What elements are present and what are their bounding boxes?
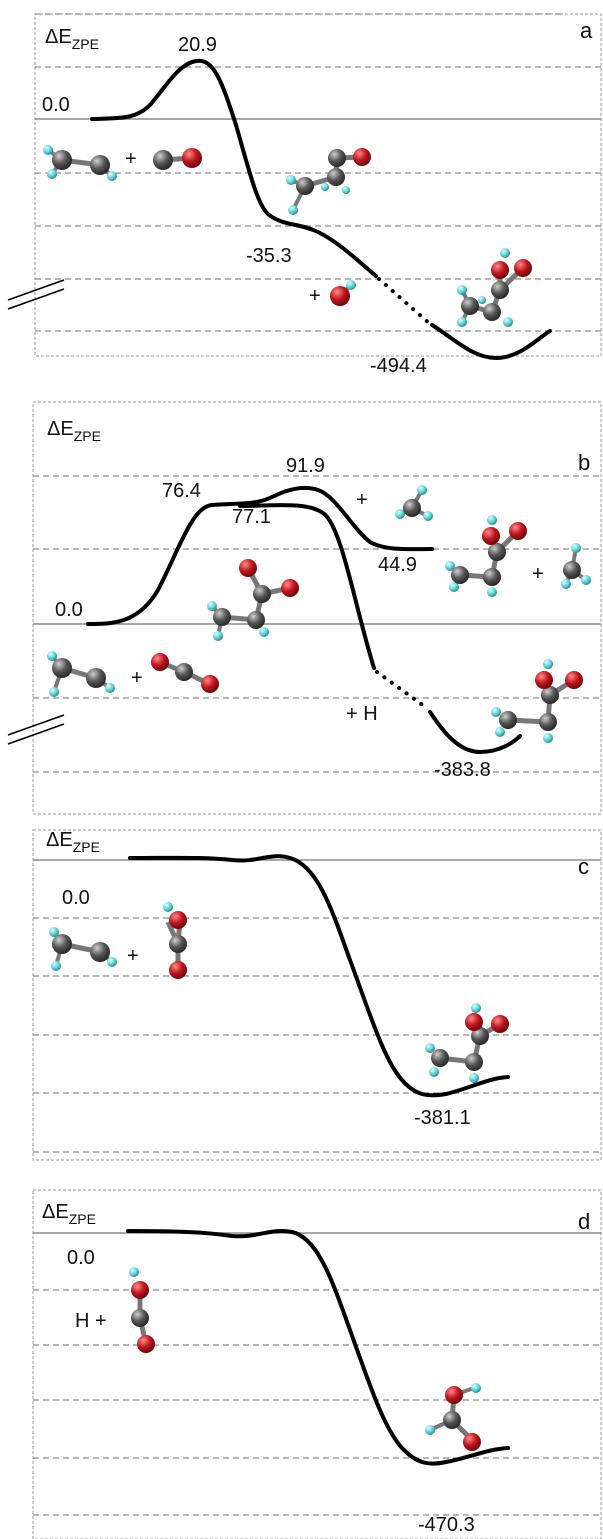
panel-b-energy-intermediate: 77.1 — [232, 506, 271, 528]
panel-c-frame — [32, 829, 602, 1161]
panel-a-product-curve — [430, 323, 552, 361]
panel-a-grid — [35, 13, 601, 332]
panel-d-grid — [33, 1232, 601, 1516]
panel-b-vinyl-molecule — [47, 651, 115, 697]
panel-d-frame — [32, 1189, 602, 1539]
panel-b-product-curve — [428, 710, 522, 755]
panel-a-plus-sign: + — [125, 148, 137, 170]
panel-c-energy-curve — [128, 854, 510, 1098]
panel-c-energy-reactant: 0.0 — [62, 887, 90, 909]
axis-break-mark — [7, 279, 65, 310]
panel-c-vinyl-molecule — [49, 927, 117, 971]
panel-c-acid-molecule — [425, 1003, 509, 1083]
panel-a-energy-curve — [90, 58, 378, 278]
panel-d-energy-reactant: 0.0 — [67, 1247, 95, 1269]
panel-b: ΔEZPE b 0.0 76.4 91.9 77.1 44.9 -383.8 +… — [7, 401, 602, 815]
panel-b-energy-acid-product: -383.8 — [434, 759, 491, 781]
panel-b-lower-branch-curve — [238, 503, 376, 670]
panel-d-y-axis-label: ΔEZPE — [42, 1201, 96, 1227]
panel-b-letter: b — [578, 450, 590, 475]
panel-d: ΔEZPE d 0.0 -470.3 H + — [32, 1189, 602, 1539]
panel-b-acid-molecule-bottom — [491, 659, 583, 743]
panel-a-dotted-connector — [377, 277, 432, 326]
panel-d-formic-acid-molecule — [425, 1383, 481, 1451]
panel-b-energy-ts1: 76.4 — [162, 480, 201, 502]
panel-b-energy-reactant: 0.0 — [55, 599, 83, 621]
panel-c-y-axis-label: ΔEZPE — [46, 829, 100, 855]
panel-c-grid — [33, 859, 601, 1153]
panel-d-cooh-molecule — [129, 1267, 155, 1353]
panel-b-acid-molecule-top — [445, 515, 527, 597]
panel-b-energy-methyl-product: 44.9 — [378, 554, 417, 576]
panel-a-energy-intermediate: -35.3 — [246, 245, 292, 267]
panel-b-plus-h-label: + H — [346, 703, 378, 725]
panel-b-plus-sign: + — [532, 563, 544, 585]
panel-c-plus-sign: + — [127, 945, 139, 967]
panel-a-propanoic-acid-molecule — [457, 248, 532, 327]
panel-d-letter: d — [578, 1209, 590, 1234]
panel-a-energy-product: -494.4 — [370, 355, 427, 377]
panel-a-co-molecule — [153, 148, 202, 170]
panel-c-energy-product: -381.1 — [414, 1107, 471, 1129]
panel-a-oh-molecule — [330, 280, 356, 306]
panel-c: ΔEZPE c 0.0 -381.1 + — [32, 829, 602, 1161]
panel-b-energy-ts2: 91.9 — [286, 455, 325, 477]
panel-b-methyl-molecule — [395, 485, 433, 521]
panel-d-energy-product: -470.3 — [418, 1514, 475, 1536]
panel-b-dotted-connector — [375, 670, 426, 708]
panel-b-energy-curve — [86, 485, 434, 626]
panel-a: ΔEZPE a 0.0 20.9 -35.3 -494.4 + + — [7, 13, 602, 377]
panel-a-y-axis-label: ΔEZPE — [45, 26, 99, 52]
panel-a-acyl-molecule — [286, 148, 371, 215]
panel-b-y-axis-label: ΔEZPE — [47, 418, 101, 444]
panel-a-energy-ts: 20.9 — [178, 34, 217, 56]
panel-b-plus-sign: + — [131, 667, 143, 689]
axis-break-mark — [7, 714, 65, 745]
panel-b-methyl-molecule-2 — [561, 543, 591, 589]
panel-d-energy-curve — [126, 1229, 510, 1466]
panel-a-plus-sign: + — [309, 285, 321, 307]
panel-c-cooh-molecule — [163, 902, 187, 979]
panel-d-h-plus-label: H + — [75, 1310, 107, 1332]
panel-c-letter: c — [578, 854, 589, 879]
panel-b-grid — [33, 475, 601, 773]
panel-b-co2-molecule — [151, 653, 219, 693]
panel-a-energy-reactant: 0.0 — [42, 94, 70, 116]
panel-a-letter: a — [580, 18, 593, 43]
panel-a-vinyl-molecule — [43, 145, 117, 181]
panel-b-intermediate-molecule — [207, 559, 299, 641]
panel-b-plus-sign: + — [356, 489, 368, 511]
